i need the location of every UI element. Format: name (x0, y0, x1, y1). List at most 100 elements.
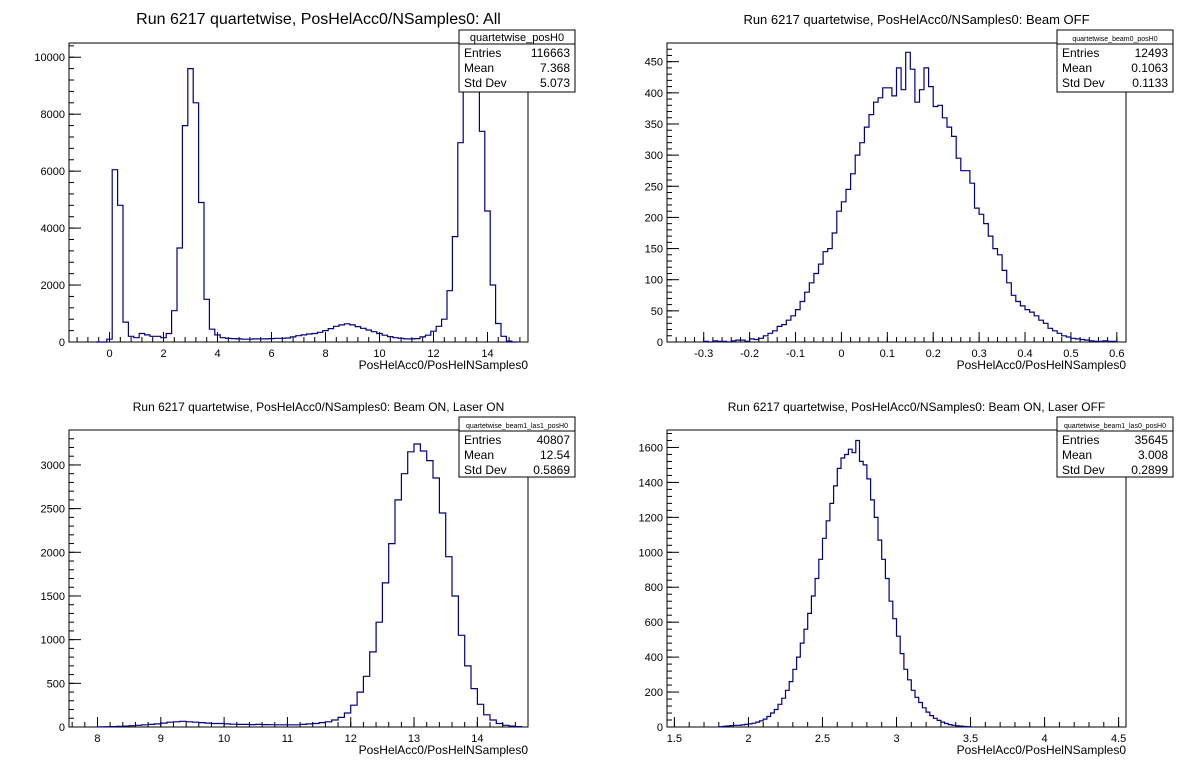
chart-title: Run 6217 quartetwise, PosHelAcc0/NSample… (728, 400, 1106, 414)
chart-title: Run 6217 quartetwise, PosHelAcc0/NSample… (133, 400, 505, 414)
stats-key: Entries (464, 46, 501, 60)
pad-beam-off: Run 6217 quartetwise, PosHelAcc0/NSample… (598, 0, 1196, 386)
x-tick-label: 14 (481, 348, 493, 360)
x-tick-label: 4.5 (1111, 733, 1126, 745)
x-axis-label: PosHelAcc0/PosHelNSamples0 (957, 743, 1127, 757)
y-tick-label: 4000 (41, 223, 65, 235)
y-tick-label: 0 (59, 337, 65, 349)
y-tick-label: 2000 (41, 547, 65, 559)
x-tick-label: 0.3 (971, 348, 986, 360)
x-tick-label: -0.2 (740, 348, 759, 360)
y-tick-label: 1500 (41, 591, 65, 603)
stats-value: 116663 (531, 46, 570, 60)
stats-key: Mean (1062, 61, 1092, 75)
pad-all: Run 6217 quartetwise, PosHelAcc0/NSample… (0, 0, 598, 386)
x-tick-label: -0.3 (694, 348, 713, 360)
histogram-line (96, 443, 523, 728)
stats-value: 0.2899 (1131, 463, 1168, 477)
histogram-beam-off: Run 6217 quartetwise, PosHelAcc0/NSample… (645, 12, 1174, 372)
x-tick-label: 12 (345, 733, 357, 745)
stats-value: 12493 (1135, 46, 1169, 60)
y-tick-label: 150 (645, 244, 663, 256)
y-tick-label: 800 (645, 582, 663, 594)
stats-box (458, 416, 576, 478)
y-tick-label: 350 (645, 119, 663, 131)
x-tick-label: 3 (893, 733, 899, 745)
y-tick-label: 300 (645, 150, 663, 162)
y-tick-label: 2000 (41, 280, 65, 292)
stats-key: Std Dev (1062, 76, 1105, 90)
x-tick-label: 10 (373, 348, 385, 360)
y-tick-label: 1000 (41, 635, 65, 647)
x-tick-label: 1.5 (667, 733, 682, 745)
x-tick-label: 13 (408, 733, 420, 745)
stats-key: Mean (464, 448, 494, 462)
stats-key: Mean (1062, 448, 1092, 462)
y-tick-label: 6000 (41, 166, 65, 178)
stats-value: 3.008 (1138, 448, 1168, 462)
x-tick-label: 11 (282, 733, 293, 745)
x-axis-label: PosHelAcc0/PosHelNSamples0 (359, 743, 529, 757)
x-tick-label: 4 (214, 348, 220, 360)
chart-title: Run 6217 quartetwise, PosHelAcc0/NSample… (743, 12, 1089, 27)
histogram-all: Run 6217 quartetwise, PosHelAcc0/NSample… (34, 11, 576, 372)
x-tick-label: 9 (158, 733, 164, 745)
stats-key: Entries (1062, 433, 1099, 447)
y-tick-label: 50 (651, 306, 663, 318)
stats-value: 0.1133 (1132, 76, 1168, 90)
y-tick-label: 1000 (639, 547, 663, 559)
x-tick-label: 2 (745, 733, 751, 745)
x-tick-label: 2 (160, 348, 166, 360)
stats-value: 5.073 (540, 76, 570, 90)
x-tick-label: 14 (471, 733, 483, 745)
stats-key: Std Dev (464, 463, 507, 477)
x-tick-label: 6 (268, 348, 274, 360)
stats-value: 35645 (1135, 433, 1169, 447)
stats-key: Entries (1062, 46, 1099, 60)
pad-beam-on-laser-off: Run 6217 quartetwise, PosHelAcc0/NSample… (598, 386, 1196, 772)
y-tick-label: 8000 (41, 109, 65, 121)
y-tick-label: 1400 (639, 477, 663, 489)
stats-name: quartetwise_posH0 (470, 32, 564, 44)
y-tick-label: 3000 (41, 460, 65, 472)
x-tick-label: 0.5 (1063, 348, 1078, 360)
x-tick-label: 0 (838, 348, 844, 360)
y-tick-label: 0 (657, 722, 663, 734)
y-tick-label: 250 (645, 181, 663, 193)
y-tick-label: 2500 (41, 504, 65, 516)
stats-value: 12.54 (540, 448, 570, 462)
chart-title: Run 6217 quartetwise, PosHelAcc0/NSample… (136, 11, 501, 28)
histogram-beam-on-laser-on: Run 6217 quartetwise, PosHelAcc0/NSample… (41, 400, 576, 757)
pad-beam-on-laser-on: Run 6217 quartetwise, PosHelAcc0/NSample… (0, 386, 598, 772)
x-tick-label: 0 (106, 348, 112, 360)
stats-box (1056, 29, 1174, 93)
y-tick-label: 0 (59, 722, 65, 734)
stats-value: 0.1063 (1131, 61, 1168, 75)
stats-key: Entries (464, 433, 501, 447)
x-axis-label: PosHelAcc0/PosHelNSamples0 (957, 358, 1127, 372)
histogram-line (703, 51, 1118, 343)
stats-name: quartetwise_beam1_las0_posH0 (1064, 423, 1166, 430)
y-tick-label: 200 (645, 212, 663, 224)
x-tick-label: 0.2 (926, 348, 941, 360)
y-tick-label: 400 (645, 88, 663, 100)
x-tick-label: -0.1 (786, 348, 805, 360)
histogram-line (718, 439, 972, 728)
x-tick-label: 8 (322, 348, 328, 360)
histogram-line (96, 58, 518, 343)
stats-value: 40807 (537, 433, 571, 447)
stats-name: quartetwise_beam0_posH0 (1072, 36, 1157, 43)
histogram-beam-on-laser-off: Run 6217 quartetwise, PosHelAcc0/NSample… (639, 400, 1174, 757)
y-tick-label: 450 (645, 57, 663, 69)
y-tick-label: 200 (645, 687, 663, 699)
y-tick-label: 100 (645, 275, 663, 287)
stats-key: Mean (464, 61, 494, 75)
stats-value: 0.5869 (533, 463, 570, 477)
y-tick-label: 1600 (639, 442, 663, 454)
y-tick-label: 400 (645, 652, 663, 664)
stats-key: Std Dev (1062, 463, 1105, 477)
plot-frame (68, 42, 529, 343)
y-tick-label: 1200 (639, 512, 663, 524)
stats-value: 7.368 (540, 61, 570, 75)
x-tick-label: 10 (218, 733, 230, 745)
